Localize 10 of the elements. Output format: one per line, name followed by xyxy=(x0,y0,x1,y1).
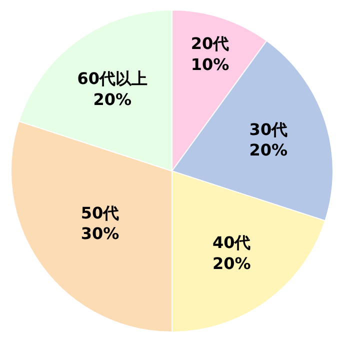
slice-label: 20代 xyxy=(190,34,230,54)
data-label: 30% xyxy=(80,224,120,244)
slice-label: 40代 xyxy=(212,233,251,252)
slice-label: 50代 xyxy=(80,203,120,222)
slice-label: 30代 xyxy=(249,120,288,139)
data-label: 20% xyxy=(212,254,251,273)
data-label: 10% xyxy=(190,54,230,74)
data-label: 20% xyxy=(249,140,288,160)
slice-label: 60代以上 xyxy=(77,69,148,88)
data-label: 20% xyxy=(93,90,132,109)
